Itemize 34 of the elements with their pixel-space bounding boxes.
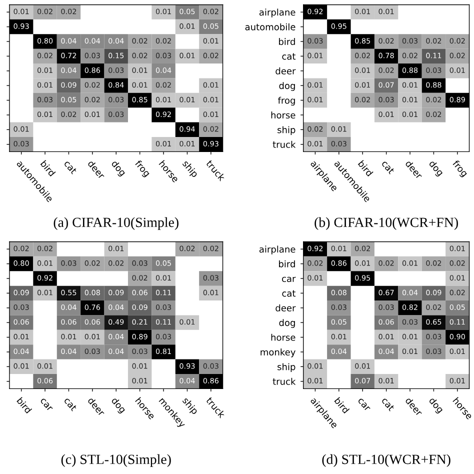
y-tick-label: deer — [276, 304, 296, 312]
y-tick-label: airplane — [259, 246, 296, 254]
y-tick-label: cat — [282, 290, 296, 297]
y-tick-label: frog — [278, 96, 295, 106]
text: (a) CIFAR-10(Simple) — [54, 217, 178, 230]
x-tick-label: cat — [381, 160, 395, 174]
y-tick-label: truck — [272, 140, 296, 148]
text: (d) STL-10(WCR+FN) — [322, 454, 450, 467]
y-tick-label: truck — [272, 378, 296, 385]
x-tick-label: cat — [381, 397, 395, 412]
x-tick-label: dog — [427, 160, 444, 178]
y-tick-label: cat — [282, 53, 296, 60]
y-tick-label: dog — [279, 82, 295, 91]
y-tick-label: horse — [271, 334, 296, 341]
y-tick-label: horse — [271, 112, 296, 119]
x-tick-label: car — [40, 398, 53, 412]
y-tick-label: deer — [276, 67, 296, 74]
text: (b) CIFAR-10(WCR+FN) — [314, 217, 458, 230]
x-tick-label: car — [358, 398, 370, 412]
y-tick-label: airplane — [259, 8, 296, 18]
y-tick-label: monkey — [260, 348, 296, 358]
y-tick-label: bird — [279, 38, 295, 46]
y-tick-label: bird — [279, 260, 295, 268]
y-tick-label: ship — [278, 363, 296, 372]
y-tick-label: automobile — [245, 23, 296, 30]
y-tick-label: dog — [279, 319, 295, 328]
y-tick-label: car — [282, 276, 296, 282]
x-tick-label: cat — [64, 397, 78, 412]
x-tick-label: cat — [64, 160, 78, 174]
x-tick-label: dog — [110, 160, 127, 178]
y-tick-label: ship — [278, 126, 296, 135]
x-tick-label: dog — [110, 396, 127, 414]
text: (c) STL-10(Simple) — [61, 454, 171, 467]
x-tick-label: dog — [427, 396, 444, 414]
